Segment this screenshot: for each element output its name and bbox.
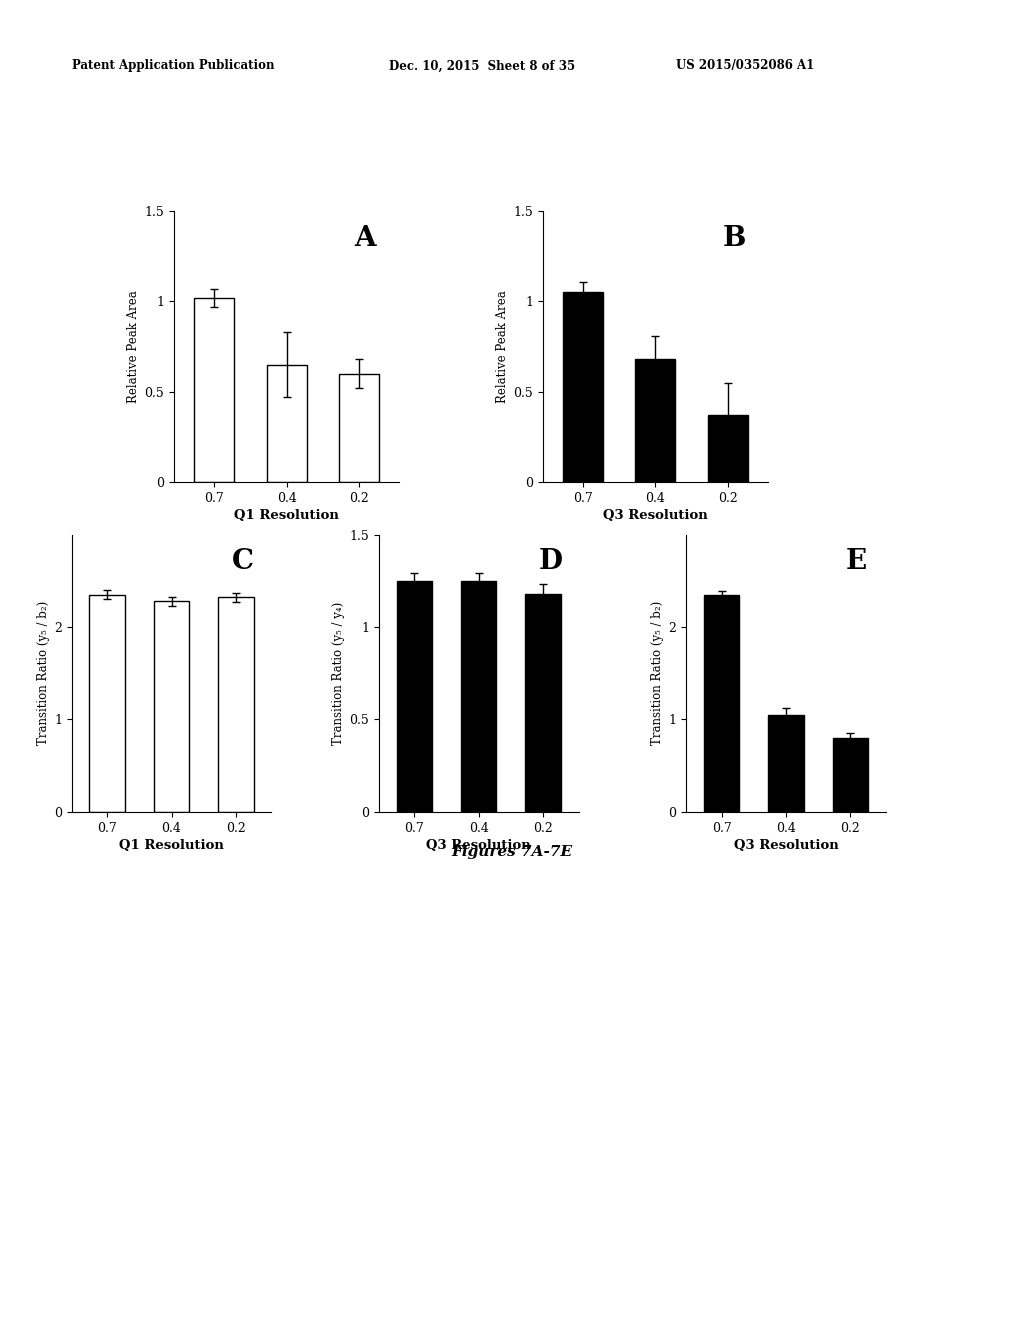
Bar xyxy=(461,581,497,812)
X-axis label: Q3 Resolution: Q3 Resolution xyxy=(733,838,839,851)
Bar xyxy=(563,293,603,482)
Bar xyxy=(768,715,804,812)
Y-axis label: Transition Ratio (y₅ / b₂): Transition Ratio (y₅ / b₂) xyxy=(651,601,665,746)
Text: Dec. 10, 2015  Sheet 8 of 35: Dec. 10, 2015 Sheet 8 of 35 xyxy=(389,59,575,73)
Text: B: B xyxy=(723,224,746,252)
Bar xyxy=(833,738,868,812)
Bar xyxy=(339,374,379,482)
Bar xyxy=(195,298,234,482)
Text: Patent Application Publication: Patent Application Publication xyxy=(72,59,274,73)
Text: E: E xyxy=(846,549,867,576)
Bar xyxy=(218,598,254,812)
Bar xyxy=(635,359,676,482)
Bar xyxy=(708,414,748,482)
Bar xyxy=(154,601,189,812)
X-axis label: Q1 Resolution: Q1 Resolution xyxy=(119,838,224,851)
Bar xyxy=(266,364,307,482)
Text: A: A xyxy=(354,224,376,252)
X-axis label: Q3 Resolution: Q3 Resolution xyxy=(603,508,708,521)
X-axis label: Q1 Resolution: Q1 Resolution xyxy=(234,508,339,521)
X-axis label: Q3 Resolution: Q3 Resolution xyxy=(426,838,531,851)
Y-axis label: Relative Peak Area: Relative Peak Area xyxy=(127,290,140,403)
Y-axis label: Transition Ratio (y₅ / b₂): Transition Ratio (y₅ / b₂) xyxy=(37,601,50,746)
Text: Figures 7A-7E: Figures 7A-7E xyxy=(452,845,572,859)
Bar xyxy=(525,594,561,812)
Text: C: C xyxy=(231,549,253,576)
Text: D: D xyxy=(539,549,562,576)
Y-axis label: Relative Peak Area: Relative Peak Area xyxy=(496,290,509,403)
Bar xyxy=(89,594,125,812)
Bar xyxy=(396,581,432,812)
Text: US 2015/0352086 A1: US 2015/0352086 A1 xyxy=(676,59,814,73)
Y-axis label: Transition Ratio (y₅ / y₄): Transition Ratio (y₅ / y₄) xyxy=(332,602,345,744)
Bar xyxy=(703,594,739,812)
